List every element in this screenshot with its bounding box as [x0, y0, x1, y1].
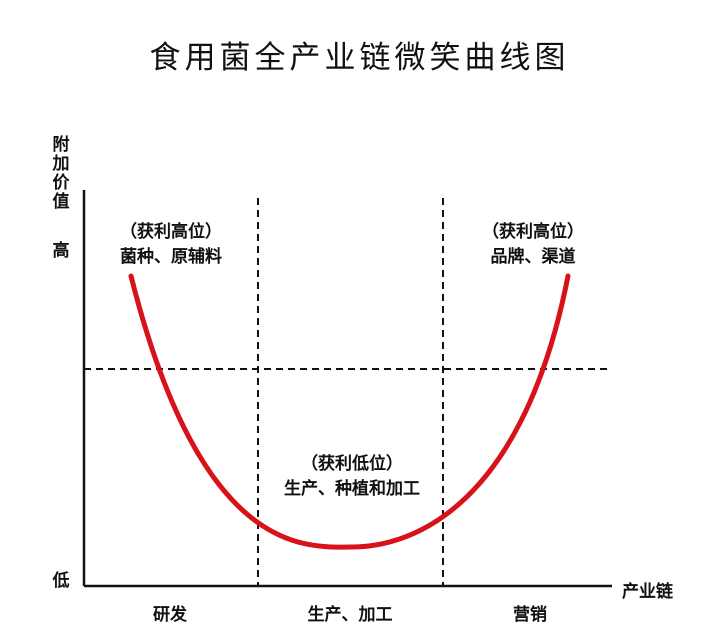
category-production: 生产、加工 — [307, 605, 393, 625]
annotation-middle-line1: （获利低位） — [301, 454, 403, 474]
annotation-left-line1: （获利高位） — [120, 222, 222, 242]
diagram-title: 食用菌全产业链微笑曲线图 — [149, 40, 570, 76]
annotation-right: （获利高位） 品牌、渠道 — [458, 220, 608, 270]
y-axis-label: 附加价值 — [52, 135, 70, 212]
y-axis-high-label: 高 — [52, 241, 70, 261]
y-axis-low-label: 低 — [52, 571, 70, 591]
annotation-right-line1: （获利高位） — [482, 222, 584, 242]
category-research: 研发 — [153, 605, 187, 625]
smile-curve — [128, 273, 571, 550]
annotation-middle-line2: 生产、种植和加工 — [284, 479, 420, 499]
annotation-left: （获利高位） 菌种、原辅料 — [96, 220, 246, 270]
annotation-middle: （获利低位） 生产、种植和加工 — [262, 452, 442, 502]
annotation-right-line2: 品牌、渠道 — [490, 247, 576, 267]
x-axis-label: 产业链 — [622, 582, 673, 602]
category-marketing: 营销 — [513, 605, 547, 625]
annotation-left-line2: 菌种、原辅料 — [120, 247, 222, 267]
